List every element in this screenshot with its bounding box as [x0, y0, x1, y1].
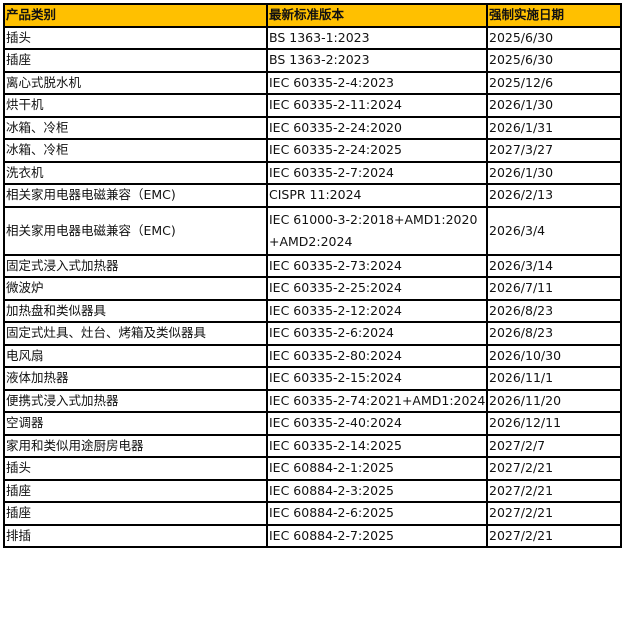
- cell-date: 2026/1/31: [486, 115, 622, 140]
- cell-date: 2026/10/30: [486, 343, 622, 368]
- cell-standard: BS 1363-1:2023: [266, 25, 488, 50]
- cell-category: 家用和类似用途厨房电器: [3, 433, 268, 458]
- cell-standard: IEC 60335-2-6:2024: [266, 321, 488, 346]
- table-row: 固定式浸入式加热器 IEC 60335-2-73:2024 2026/3/14: [3, 253, 622, 278]
- cell-category: 固定式灶具、灶台、烤箱及类似器具: [3, 321, 268, 346]
- cell-category: 空调器: [3, 411, 268, 436]
- cell-category: 相关家用电器电磁兼容（EMC): [3, 205, 268, 256]
- cell-date: 2027/2/21: [486, 456, 622, 481]
- header-standard: 最新标准版本: [266, 3, 488, 28]
- table-row: 加热盘和类似器具 IEC 60335-2-12:2024 2026/8/23: [3, 298, 622, 323]
- table-row: 烘干机 IEC 60335-2-11:2024 2026/1/30: [3, 93, 622, 118]
- cell-category: 固定式浸入式加热器: [3, 253, 268, 278]
- cell-category: 插座: [3, 48, 268, 73]
- cell-category: 插座: [3, 501, 268, 526]
- cell-standard: IEC 60335-2-24:2025: [266, 138, 488, 163]
- cell-category: 插座: [3, 478, 268, 503]
- table-row: 便携式浸入式加热器 IEC 60335-2-74:2021+AMD1:2024 20…: [3, 388, 622, 413]
- cell-date: 2025/6/30: [486, 25, 622, 50]
- table-row: 冰箱、冷柜 IEC 60335-2-24:2020 2026/1/31: [3, 115, 622, 140]
- cell-date: 2026/8/23: [486, 298, 622, 323]
- table-row: 离心式脱水机 IEC 60335-2-4:2023 2025/12/6: [3, 70, 622, 95]
- cell-category: 液体加热器: [3, 366, 268, 391]
- cell-category: 微波炉: [3, 276, 268, 301]
- cell-standard: IEC 60335-2-14:2025: [266, 433, 488, 458]
- cell-date: 2027/2/7: [486, 433, 622, 458]
- table-row: 插头 IEC 60884-2-1:2025 2027/2/21: [3, 456, 622, 481]
- cell-standard: IEC 60335-2-40:2024: [266, 411, 488, 436]
- table-row: 插头 BS 1363-1:2023 2025/6/30: [3, 25, 622, 50]
- standards-table: 产品类别 最新标准版本 强制实施日期 插头 BS 1363-1:2023 2025/…: [3, 3, 622, 548]
- table-row: 插座 BS 1363-2:2023 2025/6/30: [3, 48, 622, 73]
- cell-standard: CISPR 11:2024: [266, 183, 488, 208]
- cell-category: 加热盘和类似器具: [3, 298, 268, 323]
- header-row: 产品类别 最新标准版本 强制实施日期: [3, 3, 622, 28]
- cell-date: 2027/2/21: [486, 523, 622, 548]
- cell-date: 2026/2/13: [486, 183, 622, 208]
- cell-date: 2027/3/27: [486, 138, 622, 163]
- cell-date: 2026/3/4: [486, 205, 622, 256]
- cell-date: 2026/7/11: [486, 276, 622, 301]
- cell-standard: IEC 60335-2-25:2024: [266, 276, 488, 301]
- cell-standard: IEC 60335-2-80:2024: [266, 343, 488, 368]
- table-row: 固定式灶具、灶台、烤箱及类似器具 IEC 60335-2-6:2024 2026/8…: [3, 321, 622, 346]
- cell-standard: IEC 60335-2-7:2024: [266, 160, 488, 185]
- cell-date: 2026/8/23: [486, 321, 622, 346]
- cell-standard: IEC 60335-2-11:2024: [266, 93, 488, 118]
- cell-category: 插头: [3, 25, 268, 50]
- table-row: 洗衣机 IEC 60335-2-7:2024 2026/1/30: [3, 160, 622, 185]
- cell-date: 2025/12/6: [486, 70, 622, 95]
- cell-date: 2027/2/21: [486, 478, 622, 503]
- cell-standard: IEC 60335-2-12:2024: [266, 298, 488, 323]
- cell-standard: IEC 60884-2-7:2025: [266, 523, 488, 548]
- cell-date: 2026/3/14: [486, 253, 622, 278]
- cell-date: 2026/1/30: [486, 160, 622, 185]
- cell-date: 2027/2/21: [486, 501, 622, 526]
- table-row: 电风扇 IEC 60335-2-80:2024 2026/10/30: [3, 343, 622, 368]
- cell-date: 2026/11/1: [486, 366, 622, 391]
- cell-standard: IEC 60884-2-6:2025: [266, 501, 488, 526]
- cell-category: 排插: [3, 523, 268, 548]
- cell-standard: IEC 60884-2-1:2025: [266, 456, 488, 481]
- cell-category: 冰箱、冷柜: [3, 138, 268, 163]
- table-row: 家用和类似用途厨房电器 IEC 60335-2-14:2025 2027/2/7: [3, 433, 622, 458]
- table-row: 微波炉 IEC 60335-2-25:2024 2026/7/11: [3, 276, 622, 301]
- cell-category: 洗衣机: [3, 160, 268, 185]
- cell-date: 2026/1/30: [486, 93, 622, 118]
- cell-standard: IEC 60335-2-4:2023: [266, 70, 488, 95]
- table-row: 空调器 IEC 60335-2-40:2024 2026/12/11: [3, 411, 622, 436]
- table-row: 排插 IEC 60884-2-7:2025 2027/2/21: [3, 523, 622, 548]
- cell-category: 烘干机: [3, 93, 268, 118]
- table-row: 插座 IEC 60884-2-6:2025 2027/2/21: [3, 501, 622, 526]
- cell-date: 2025/6/30: [486, 48, 622, 73]
- cell-category: 便携式浸入式加热器: [3, 388, 268, 413]
- table-row: 液体加热器 IEC 60335-2-15:2024 2026/11/1: [3, 366, 622, 391]
- cell-category: 插头: [3, 456, 268, 481]
- cell-category: 相关家用电器电磁兼容（EMC): [3, 183, 268, 208]
- table-row: 相关家用电器电磁兼容（EMC) IEC 61000-3-2:2018+AMD1:2…: [3, 205, 622, 256]
- cell-standard: IEC 60335-2-74:2021+AMD1:2024: [266, 388, 488, 413]
- cell-date: 2026/11/20: [486, 388, 622, 413]
- table-row: 冰箱、冷柜 IEC 60335-2-24:2025 2027/3/27: [3, 138, 622, 163]
- cell-standard: IEC 60335-2-15:2024: [266, 366, 488, 391]
- cell-standard: IEC 61000-3-2:2018+AMD1:2020+AMD2:2024: [266, 205, 488, 256]
- cell-standard: IEC 60335-2-73:2024: [266, 253, 488, 278]
- cell-category: 冰箱、冷柜: [3, 115, 268, 140]
- table-row: 插座 IEC 60884-2-3:2025 2027/2/21: [3, 478, 622, 503]
- cell-category: 离心式脱水机: [3, 70, 268, 95]
- cell-standard: IEC 60335-2-24:2020: [266, 115, 488, 140]
- header-category: 产品类别: [3, 3, 268, 28]
- table-row: 相关家用电器电磁兼容（EMC) CISPR 11:2024 2026/2/13: [3, 183, 622, 208]
- header-date: 强制实施日期: [486, 3, 622, 28]
- cell-standard: IEC 60884-2-3:2025: [266, 478, 488, 503]
- cell-date: 2026/12/11: [486, 411, 622, 436]
- cell-category: 电风扇: [3, 343, 268, 368]
- cell-standard: BS 1363-2:2023: [266, 48, 488, 73]
